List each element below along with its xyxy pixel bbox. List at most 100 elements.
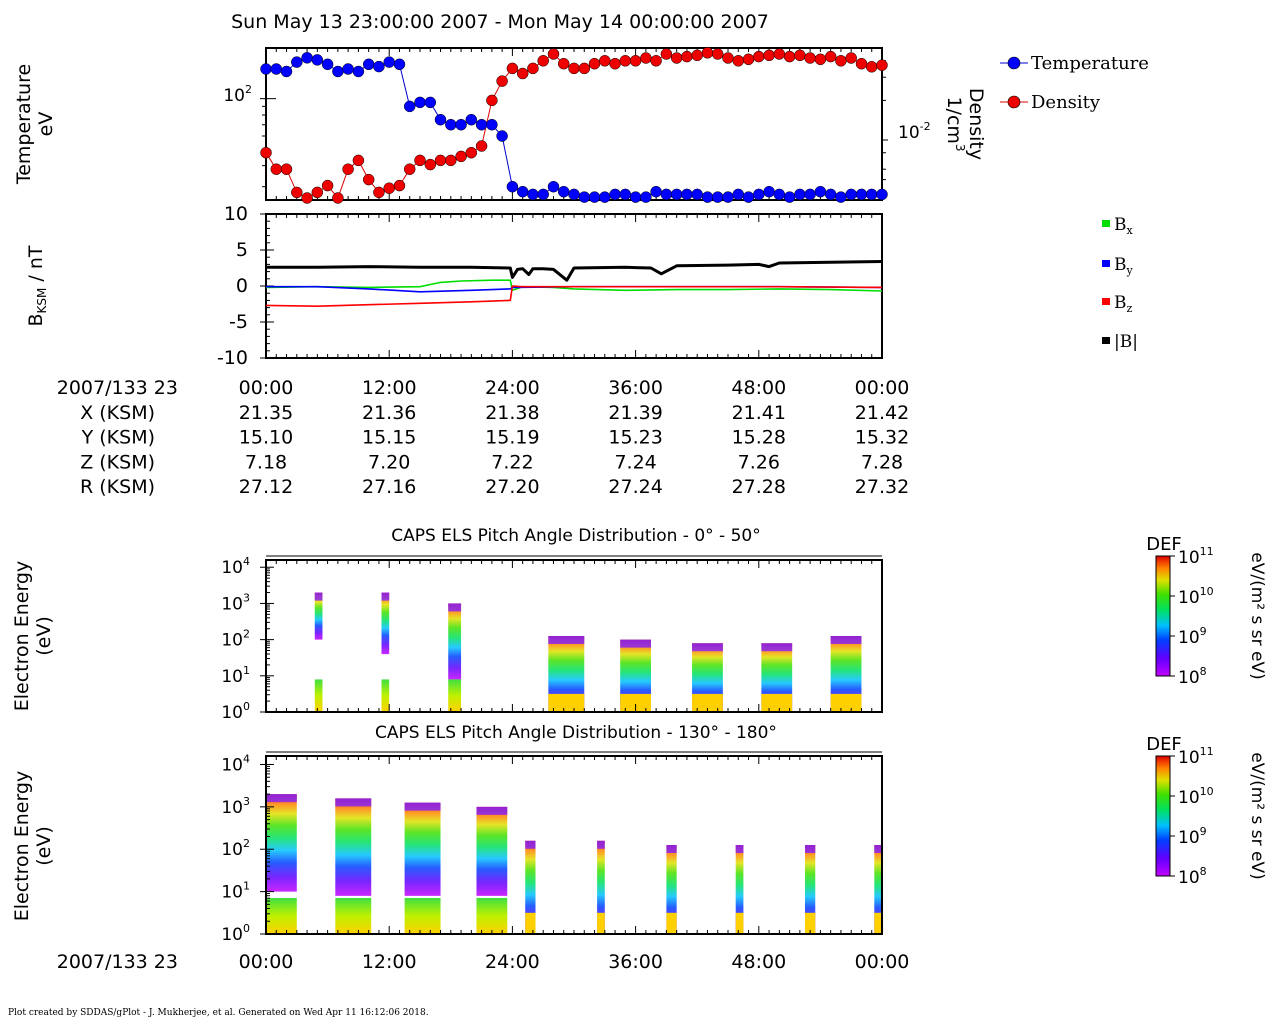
spectrogram-block <box>874 845 882 934</box>
spectrogram-low-band <box>692 693 723 712</box>
temperature-point <box>414 96 426 109</box>
density-point <box>619 55 632 67</box>
time-tick-label: 00:00 <box>239 377 294 399</box>
pad2-title: CAPS ELS Pitch Angle Distribution - 130°… <box>375 723 777 743</box>
density-point <box>506 62 519 75</box>
colorbar <box>1155 555 1171 677</box>
temperature-point <box>527 188 539 201</box>
time-tick-label: 48:00 <box>731 951 786 973</box>
density-point <box>783 50 796 63</box>
spectrogram-block <box>335 798 372 896</box>
colorbar-tick-label: 1010 <box>1178 585 1214 608</box>
colorbar-tick-label: 1010 <box>1178 785 1214 808</box>
temperature-point <box>291 56 303 68</box>
density-point <box>332 192 344 204</box>
temperature-point <box>342 63 354 75</box>
density-point <box>824 50 837 63</box>
colorbar <box>1155 755 1171 877</box>
spectrogram-low-band <box>476 897 508 934</box>
colorbar-tick-label: 108 <box>1178 665 1207 688</box>
time-axis-label: 2007/133 23 <box>57 377 178 399</box>
pad1-title: CAPS ELS Pitch Angle Distribution - 0° -… <box>391 526 760 546</box>
density-point <box>681 50 693 63</box>
temperature-point <box>835 191 847 203</box>
temperature-point <box>619 188 632 201</box>
energy-tick-label: 104 <box>221 555 250 578</box>
density-point <box>578 62 591 75</box>
temperature-point <box>465 113 478 126</box>
ephemeris-value: 15.15 <box>362 427 416 449</box>
temperature-point <box>403 100 416 113</box>
ephemeris-value: 27.24 <box>608 476 662 498</box>
time-tick-label: 24:00 <box>485 951 540 973</box>
density-point <box>660 48 673 60</box>
density-point <box>855 57 868 70</box>
density-point <box>670 52 683 64</box>
density-point <box>876 59 888 71</box>
energy-tick-label: 102 <box>221 837 250 860</box>
legend-label-by-line: By <box>1114 255 1134 277</box>
temperature-point <box>660 188 673 201</box>
plot-title: Sun May 13 23:00:00 2007 - Mon May 14 00… <box>231 11 769 33</box>
spectrogram-block-edge <box>805 845 816 853</box>
spectrogram-block-edge <box>448 603 462 612</box>
spectrogram-block-edge <box>266 794 297 803</box>
colorbar-tick-label: 109 <box>1178 625 1207 648</box>
density-point <box>701 47 714 59</box>
temperature-point <box>588 191 601 203</box>
spectrogram-block <box>735 845 744 934</box>
legend-marker-btot-line <box>1102 337 1110 344</box>
spectrogram-block-edge <box>597 840 605 849</box>
temperature-point <box>711 191 724 203</box>
legend-density: Density <box>1000 92 1101 113</box>
pad2-axis-label: Electron Energy <box>11 771 33 922</box>
temperature-point <box>301 52 313 64</box>
temperature-point <box>383 56 395 68</box>
density-point <box>291 186 303 199</box>
ephemeris-row-label: X (KSM) <box>80 402 155 424</box>
pad2-axis-unit: (eV) <box>33 826 55 866</box>
bfield-tick-label: 0 <box>236 275 248 297</box>
temperature-point <box>640 191 652 203</box>
ephemeris-value: 7.18 <box>245 451 287 473</box>
spectrogram-block-edge <box>830 636 862 644</box>
density-point <box>496 75 508 87</box>
density-point <box>650 55 662 67</box>
density-point <box>455 150 467 163</box>
ephemeris-value: 21.35 <box>239 402 293 424</box>
ephemeris-value: 15.19 <box>485 427 539 449</box>
density-point <box>424 158 437 171</box>
temperature-point <box>814 185 827 198</box>
ephemeris-table: 2007/133 23 00:00 12:00 24:00 36:00 48:00 00:… <box>57 377 910 498</box>
bz-line <box>265 285 883 307</box>
spectrogram-block <box>476 806 508 896</box>
spectrogram-block <box>314 592 323 640</box>
temperature-point <box>691 188 703 201</box>
energy-tick-label: 104 <box>221 752 250 775</box>
time-tick-label: 24:00 <box>485 377 540 399</box>
density-axis-label: Density <box>965 88 987 160</box>
density-point <box>599 55 611 67</box>
spectrogram-low-band <box>335 897 372 934</box>
density-axis-unit: 1/cm3 <box>943 96 967 151</box>
spectrogram-block-edge <box>692 643 723 652</box>
temperature-point <box>475 118 488 131</box>
bfield-axis-label: BKSM / nT <box>25 245 49 326</box>
density-point <box>711 48 724 60</box>
temperature-point <box>445 118 457 131</box>
temperature-point <box>506 180 519 193</box>
colorbar-tick-label: 1011 <box>1178 545 1214 568</box>
density-point <box>865 61 878 73</box>
density-point <box>773 48 786 60</box>
legend-marker-bx-line <box>1102 220 1110 227</box>
panel-pad-130-180: CAPS ELS Pitch Angle Distribution - 130°… <box>11 723 1267 945</box>
density-point <box>383 182 395 194</box>
ephemeris-value: 15.32 <box>855 427 909 449</box>
temperature-point <box>332 65 344 78</box>
time-tick-label: 36:00 <box>608 951 663 973</box>
temperature-point <box>670 188 683 201</box>
temperature-point <box>722 191 734 203</box>
spectrogram-block-edge <box>874 845 882 853</box>
